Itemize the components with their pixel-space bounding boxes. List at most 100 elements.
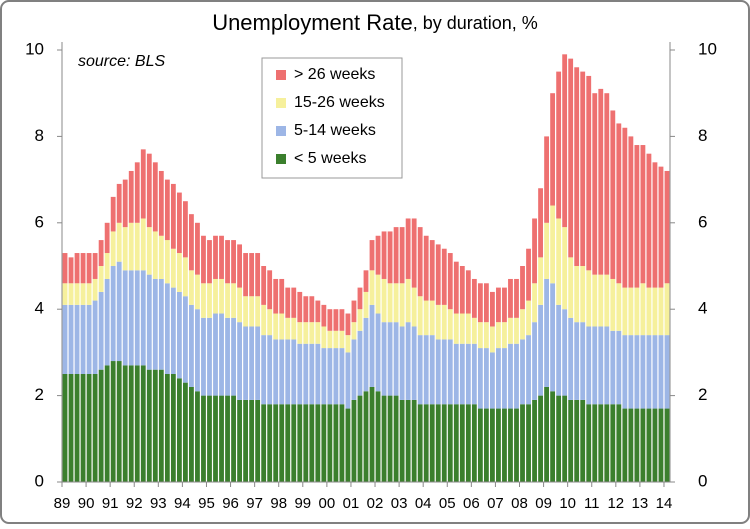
bar-segment <box>640 335 646 409</box>
bar-segment <box>189 214 194 271</box>
bar-segment <box>140 149 146 219</box>
bar-segment <box>213 395 218 482</box>
bar-segment <box>231 283 236 318</box>
legend-label: > 26 weeks <box>294 66 375 83</box>
bar-segment <box>134 162 140 223</box>
bar-segment <box>116 261 122 362</box>
bar-segment <box>363 270 369 292</box>
bar-segment <box>261 304 267 336</box>
bar-segment <box>508 278 513 318</box>
bar-segment <box>333 330 339 349</box>
bar-segment <box>411 326 417 400</box>
bar-segment <box>459 313 465 344</box>
bar-segment <box>345 335 351 353</box>
bar-segment <box>189 270 194 305</box>
bar-segment <box>453 261 459 314</box>
bar-segment <box>465 343 471 405</box>
bar-segment <box>477 408 483 482</box>
bar-segment <box>381 278 387 323</box>
bar-segment <box>321 348 327 405</box>
bar-segment <box>640 145 646 284</box>
bar-segment <box>327 330 333 349</box>
bar-segment <box>68 304 74 374</box>
bar-segment <box>538 188 543 258</box>
bar-segment <box>411 399 417 482</box>
bar-segment <box>146 227 152 275</box>
x-tick-label: 96 <box>222 495 239 512</box>
bar-segment <box>574 67 580 266</box>
bar-segment <box>164 240 170 284</box>
bar-segment <box>98 369 104 482</box>
x-tick-label: 09 <box>535 495 552 512</box>
bar-segment <box>598 404 604 482</box>
x-tick-label: 05 <box>439 495 456 512</box>
bar-segment <box>128 365 134 482</box>
bar-segment <box>592 326 598 405</box>
bar-segment <box>327 309 333 331</box>
bar-segment <box>375 391 381 482</box>
bar-segment <box>508 408 513 482</box>
bar-segment <box>140 218 146 271</box>
bar-segment <box>616 123 622 284</box>
bar-segment <box>219 235 224 279</box>
bar-segment <box>201 317 206 396</box>
bar-segment <box>189 386 194 482</box>
bar-segment <box>568 58 574 258</box>
bar-segment <box>104 222 110 254</box>
y-tick-label: 8 <box>35 126 44 145</box>
bar-segment <box>279 404 285 482</box>
bar-segment <box>62 253 68 284</box>
bar-segment <box>610 278 616 331</box>
bar-segment <box>562 54 568 228</box>
bar-segment <box>182 382 188 482</box>
bar-segment <box>201 283 206 318</box>
bar-segment <box>441 304 447 340</box>
bar-segment <box>68 283 74 305</box>
bar-segment <box>664 335 670 409</box>
bar-segment <box>134 365 140 482</box>
bar-segment <box>267 335 273 405</box>
bar-segment <box>213 235 218 279</box>
bar-segment <box>225 395 230 482</box>
bar-segment <box>538 395 543 482</box>
bar-segment <box>146 153 152 228</box>
bar-segment <box>502 408 507 482</box>
bar-segment <box>110 196 116 232</box>
bar-segment <box>146 369 152 482</box>
x-tick-label: 90 <box>78 495 95 512</box>
bar-segment <box>158 278 164 370</box>
bar-segment <box>182 201 188 258</box>
bar-segment <box>477 348 483 409</box>
bar-segment <box>381 395 387 482</box>
legend-label: 15-26 weeks <box>294 94 385 111</box>
bar-segment <box>357 287 363 310</box>
bar-segment <box>213 313 218 396</box>
bar-segment <box>405 399 411 482</box>
bar-segment <box>351 339 357 400</box>
bar-segment <box>465 404 471 482</box>
bar-segment <box>634 287 640 336</box>
bar-segment <box>429 404 435 482</box>
bar-segment <box>471 343 477 405</box>
bar-segment <box>490 291 495 327</box>
bar-segment <box>465 270 471 314</box>
bar-segment <box>219 313 224 396</box>
bar-segment <box>483 408 489 482</box>
bar-segment <box>538 257 543 305</box>
bar-segment <box>291 317 297 340</box>
bar-segment <box>598 274 604 327</box>
bar-segment <box>532 283 537 323</box>
bar-segment <box>110 231 116 266</box>
bar-segment <box>255 296 261 327</box>
bar-segment <box>152 278 158 370</box>
bar-segment <box>285 404 291 482</box>
bar-segment <box>610 404 616 482</box>
bar-segment <box>134 270 140 366</box>
bar-segment <box>483 322 489 349</box>
bar-segment <box>86 304 92 374</box>
x-tick-label: 01 <box>343 495 360 512</box>
plot <box>62 54 670 482</box>
bar-segment <box>435 244 441 305</box>
bar-segment <box>170 248 176 288</box>
